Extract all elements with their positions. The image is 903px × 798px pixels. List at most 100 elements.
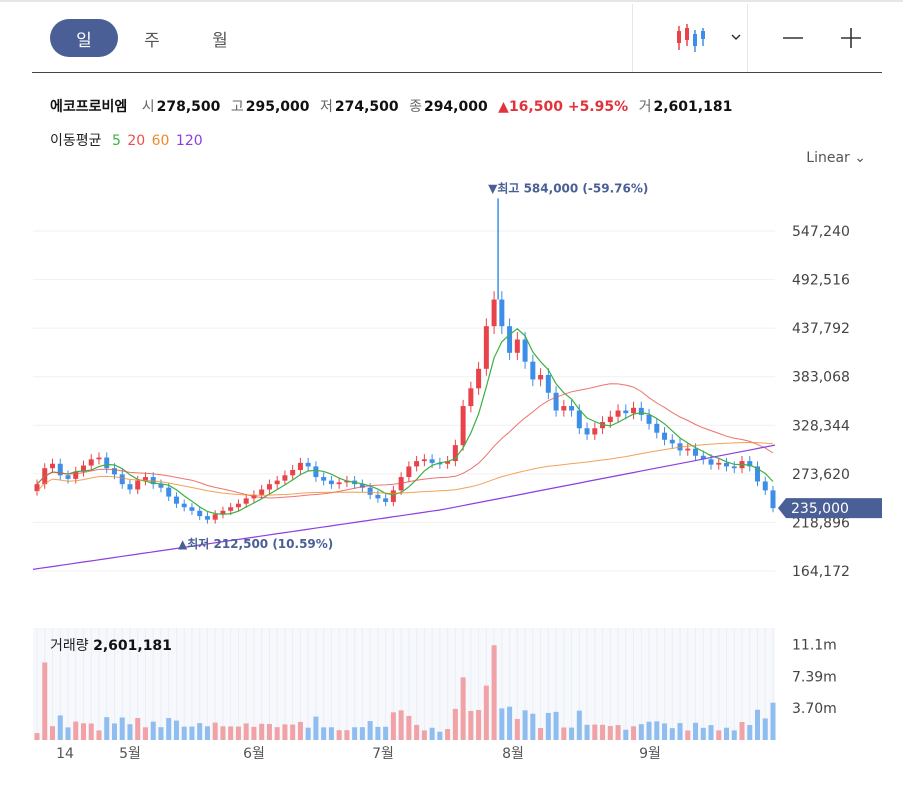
volume-bar (111, 723, 117, 740)
candle-body (220, 510, 226, 515)
candle-body (584, 428, 590, 435)
ma20-line (36, 383, 774, 499)
candle-body (375, 494, 381, 499)
candle-body (708, 459, 714, 465)
volume-bar (204, 726, 210, 740)
volume-value: 2,601,181 (653, 99, 733, 115)
zoom-in-button[interactable] (837, 22, 867, 54)
high-label: 고 (230, 99, 244, 115)
volume-bar (235, 726, 241, 740)
top-border (0, 0, 903, 2)
candle-body (266, 484, 272, 490)
volume-bar (142, 727, 148, 740)
volume-bar (57, 715, 63, 740)
volume-bar (88, 723, 94, 740)
candle-body (700, 455, 706, 460)
candle-body (638, 407, 644, 415)
volume-bar (468, 710, 474, 740)
volume-bar (600, 724, 606, 740)
low-annotation: ▲최저 212,500 (10.59%) (178, 536, 333, 551)
candle-body (499, 299, 505, 327)
volume-bar (607, 726, 613, 740)
close-label: 종 (409, 99, 422, 115)
candle-body (530, 361, 536, 380)
volume-bar (646, 721, 652, 740)
volume-bar (282, 724, 288, 740)
candle-body (646, 414, 652, 424)
candle-body (259, 489, 265, 495)
volume-tick-label: 3.70m (792, 701, 837, 717)
candle-body (274, 480, 280, 485)
volume-bar (344, 730, 350, 740)
low-label: 저 (319, 99, 333, 115)
candle-body (96, 457, 102, 460)
current-price-tag (778, 498, 882, 519)
y-tick-label: 383,068 (792, 370, 850, 386)
candle-body (414, 461, 420, 467)
open-label: 시 (141, 99, 155, 115)
volume-bar (228, 726, 234, 740)
volume-bar (266, 724, 272, 740)
tab-day[interactable]: 일 (50, 19, 118, 57)
candle-body (569, 406, 575, 411)
y-tick-label: 437,792 (792, 321, 850, 337)
candle-body (429, 459, 435, 463)
volume-bar (716, 730, 722, 740)
candle-body (592, 428, 598, 435)
ma-5: 5 (111, 133, 121, 149)
low-value: 274,500 (334, 99, 399, 115)
x-tick-label: 7월 (372, 746, 394, 762)
stock-name: 에코프로비엠 (50, 99, 128, 115)
chart-type-dropdown[interactable] (652, 22, 742, 54)
volume-bar (390, 712, 396, 740)
tab-week[interactable]: 주 (144, 30, 160, 51)
volume-bar (522, 710, 528, 740)
candle-body (631, 407, 637, 414)
scale-mode-dropdown[interactable]: Linear ⌄ (806, 150, 866, 166)
candle-body (336, 482, 342, 485)
volume-bar (104, 717, 110, 740)
volume-bar (584, 724, 590, 740)
candle-body (669, 439, 675, 444)
volume-bar (313, 716, 319, 740)
candle-body (545, 374, 551, 393)
volume-bar (251, 726, 257, 740)
volume-bar (274, 727, 280, 740)
candle-body (747, 461, 753, 467)
volume-bar (530, 713, 536, 740)
candle-body (576, 410, 582, 429)
candle-body (538, 374, 544, 380)
volume-bar (212, 722, 218, 740)
candle-body (693, 448, 699, 456)
volume-bar (700, 727, 706, 740)
chevron-down-icon (731, 34, 741, 41)
candle-body (228, 507, 234, 511)
candle-body (119, 474, 125, 485)
candle-body (654, 423, 660, 433)
zoom-out-button[interactable] (779, 22, 809, 54)
candle-body (243, 498, 249, 504)
ma60-line (36, 441, 774, 496)
open-value: 278,500 (156, 99, 221, 115)
change-value: ▲16,500 +5.95% (498, 99, 629, 115)
period-tabs: 일 주 월 (50, 19, 254, 57)
volume-bar (553, 711, 559, 740)
close-value: 294,000 (423, 99, 488, 115)
candle-body (460, 406, 466, 446)
volume-bar (181, 726, 187, 740)
volume-bar (336, 730, 342, 740)
moving-average-legend[interactable]: 이동평균 5 20 60 120 (50, 130, 209, 150)
volume-bar (197, 723, 203, 740)
volume-bar (158, 727, 164, 740)
volume-bar (305, 727, 311, 740)
candle-body (158, 484, 164, 488)
candle-body (65, 475, 71, 479)
x-tick-label: 8월 (502, 746, 524, 762)
candle-body (321, 477, 327, 481)
volume-title-value: 2,601,181 (93, 638, 172, 654)
volume-bar (615, 725, 621, 740)
volume-bar (514, 718, 520, 740)
tab-month[interactable]: 월 (212, 30, 228, 51)
candle-body (507, 326, 513, 353)
